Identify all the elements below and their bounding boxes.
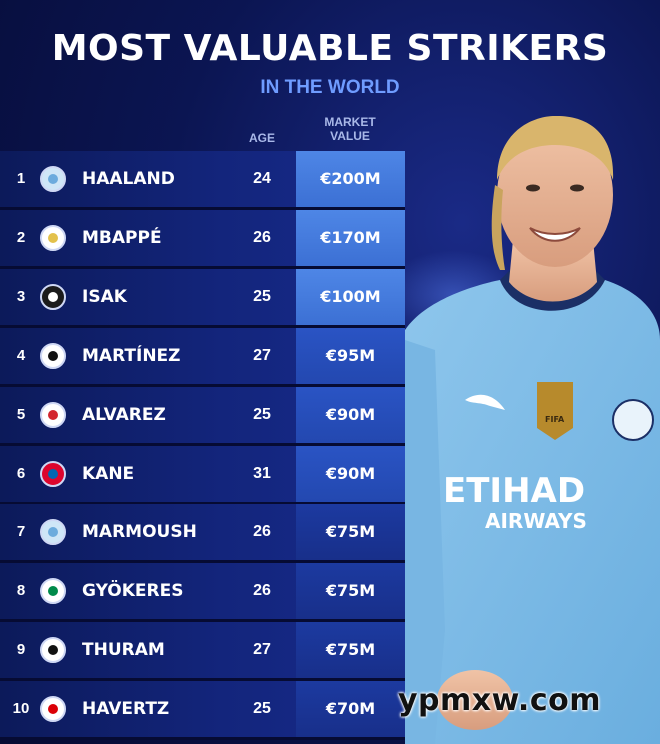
market-value: €75M xyxy=(296,504,405,561)
rank-number: 1 xyxy=(16,170,26,187)
player-name: MBAPPÉ xyxy=(82,227,162,248)
market-value: €90M xyxy=(296,386,405,443)
table-row: 10 HAVERTZ 25 €70M xyxy=(0,681,405,741)
rank-number: 6 xyxy=(16,464,26,482)
player-age: 31 xyxy=(253,464,271,482)
player-name: MARMOUSH xyxy=(82,522,197,543)
shirt-sponsor-text: ETIHAD xyxy=(443,471,585,511)
rank-number: 8 xyxy=(16,582,26,600)
player-name: HAVERTZ xyxy=(82,699,170,720)
real-madrid-crest-icon xyxy=(40,224,66,251)
player-photo: ETIHAD AIRWAYS FIFA xyxy=(405,110,660,744)
market-value: €75M xyxy=(296,563,405,620)
page-title: MOST VALUABLE STRIKERS xyxy=(51,28,609,69)
table-row: 9 THURAM 27 €75M xyxy=(0,622,405,682)
shirt-sponsor-line2: AIRWAYS xyxy=(485,509,587,533)
player-age: 27 xyxy=(253,641,271,659)
table-row: 1 HAALAND 24 €200M xyxy=(0,151,405,210)
man-city-crest-icon xyxy=(40,166,66,192)
market-value: €75M xyxy=(296,622,405,679)
rank-number: 5 xyxy=(16,405,26,423)
market-value: €70M xyxy=(296,681,405,738)
page-subtitle: IN THE WORLD xyxy=(260,77,400,98)
watermark: ypmxw.com xyxy=(398,683,601,718)
inter-crest-icon xyxy=(40,342,66,369)
rank-number: 2 xyxy=(16,228,26,246)
player-age: 24 xyxy=(253,170,271,187)
player-name: GYÖKERES xyxy=(82,581,184,602)
column-header-market-value-line2: VALUE xyxy=(330,129,370,143)
table-row: 5 ALVAREZ 25 €90M xyxy=(0,386,405,446)
rank-number: 9 xyxy=(16,641,26,659)
bayern-crest-icon xyxy=(40,460,66,487)
table-row: 2 MBAPPÉ 26 €170M xyxy=(0,209,405,269)
market-value: €200M xyxy=(296,151,405,207)
rank-number: 10 xyxy=(12,700,30,718)
rank-number: 7 xyxy=(16,523,26,541)
inter-crest-icon xyxy=(40,637,66,664)
atletico-crest-icon xyxy=(40,401,66,428)
rank-number: 4 xyxy=(16,346,26,364)
rank-number: 3 xyxy=(16,287,26,305)
player-age: 26 xyxy=(253,582,271,600)
player-age: 25 xyxy=(253,405,271,423)
market-value: €95M xyxy=(296,327,405,384)
column-header-market-value: MARKET VALUE xyxy=(318,115,382,143)
player-name: ISAK xyxy=(82,286,127,307)
man-city-crest-icon xyxy=(40,519,66,546)
market-value: €100M xyxy=(296,268,405,325)
newcastle-crest-icon xyxy=(40,283,66,310)
player-age: 26 xyxy=(253,228,271,246)
table-row: 3 ISAK 25 €100M xyxy=(0,268,405,328)
player-age: 25 xyxy=(253,287,271,305)
sporting-crest-icon xyxy=(40,578,66,605)
table-row: 7 MARMOUSH 26 €75M xyxy=(0,504,405,564)
player-name: HAALAND xyxy=(82,169,175,189)
column-header-market-value-line1: MARKET xyxy=(324,115,376,129)
table-row: 6 KANE 31 €90M xyxy=(0,445,405,505)
market-value: €170M xyxy=(296,209,405,266)
player-age: 25 xyxy=(253,700,271,718)
player-name: MARTÍNEZ xyxy=(82,345,181,366)
column-header-age: AGE xyxy=(248,131,275,145)
player-age: 27 xyxy=(253,346,271,364)
player-name: ALVAREZ xyxy=(82,404,166,425)
market-value: €90M xyxy=(296,445,405,502)
table-row: 8 GYÖKERES 26 €75M xyxy=(0,563,405,623)
table-row: 4 MARTÍNEZ 27 €95M xyxy=(0,327,405,387)
player-name: KANE xyxy=(82,463,135,484)
player-age: 26 xyxy=(253,523,271,541)
fifa-badge-text: FIFA xyxy=(545,415,565,424)
arsenal-crest-icon xyxy=(40,696,66,723)
player-name: THURAM xyxy=(82,640,165,661)
